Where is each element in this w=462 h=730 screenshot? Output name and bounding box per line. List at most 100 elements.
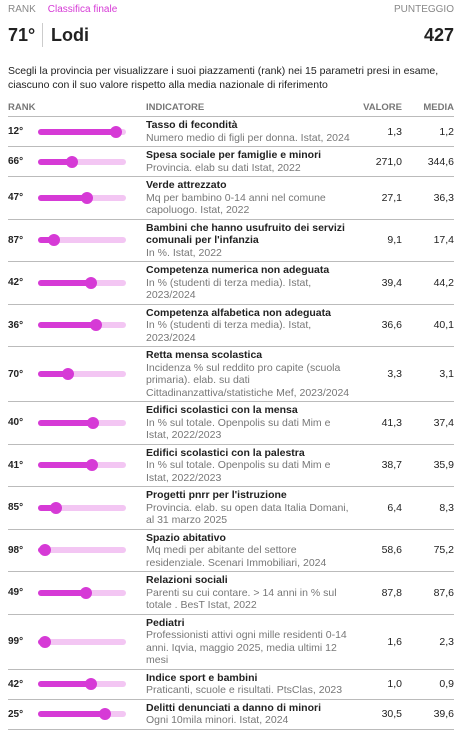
rank-track: [38, 155, 126, 168]
indicator-source: Numero medio di figli per donna. Istat, …: [146, 131, 350, 144]
value: 36,6: [381, 319, 402, 332]
rank-fill: [38, 371, 69, 377]
indicator-source: In % (studenti di terza media). Istat, 2…: [146, 276, 312, 302]
indicator: Bambini che hanno usufruito dei servizi …: [146, 222, 352, 260]
col-value: VALORE: [363, 102, 402, 113]
indicator-source: Provincia. elab su dati Istat, 2022: [146, 161, 301, 174]
rank: 98°: [8, 544, 24, 556]
rank: 42°: [8, 678, 24, 690]
rank-track: [38, 125, 126, 138]
rank-dot: [65, 155, 78, 168]
rank-dot: [79, 586, 92, 599]
value: 39,4: [381, 276, 402, 289]
average: 17,4: [433, 234, 454, 247]
rank: 49°: [8, 587, 24, 599]
average: 44,2: [433, 276, 454, 289]
table-row: 42° Competenza numerica non adeguata In % …: [8, 262, 454, 305]
indicator: Spazio abitativo Mq medi per abitante del…: [146, 532, 352, 570]
rank-dot: [85, 276, 98, 289]
rank-bar: [38, 447, 146, 485]
rank-bar: [38, 222, 146, 260]
rank-track: [38, 459, 126, 472]
rank-bar: [38, 574, 146, 612]
table-row: 42° Indice sport e bambini Praticanti, scu…: [8, 670, 454, 700]
rank-track: [38, 191, 126, 204]
indicator: Edifici scolastici con la palestra In % s…: [146, 447, 352, 485]
indicator: Progetti pnrr per l'istruzione Provincia.…: [146, 489, 352, 527]
indicator-source: Parenti su cui contare. > 14 anni in % s…: [146, 586, 337, 612]
indicator: Tasso di fecondità Numero medio di figli …: [146, 119, 352, 144]
indicator-title: Relazioni sociali: [146, 574, 228, 586]
rank-track: [38, 635, 126, 648]
rank-dot: [99, 708, 112, 720]
rank: 70°: [8, 368, 24, 380]
indicator-source: In % sul totale. Openpolis su dati Mim e…: [146, 459, 331, 484]
rank-fill: [38, 711, 106, 717]
col-rank: RANK: [8, 102, 36, 113]
rank: 36°: [8, 319, 24, 331]
value: 3,3: [387, 368, 402, 380]
table-row: 87° Bambini che hanno usufruito dei servi…: [8, 220, 454, 262]
table-row: 25° Delitti denunciati a danno di minori O…: [8, 700, 454, 730]
rank-dot: [50, 501, 63, 514]
indicator-title: Tasso di fecondità: [146, 119, 238, 131]
indicator-source: Mq medi per abitante del settore residen…: [146, 544, 327, 569]
indicator: Retta mensa scolastica Incidenza % sul re…: [146, 349, 352, 399]
indicator-source: Professionisti attivi ogni mille residen…: [146, 629, 347, 666]
province-name[interactable]: Lodi: [51, 24, 89, 45]
rank-track: [38, 319, 126, 332]
indicator-title: Spesa sociale per famiglie e minori: [146, 149, 322, 161]
rank-bar: [38, 149, 146, 174]
average: 1,2: [439, 125, 454, 138]
rank-bar: [38, 532, 146, 570]
average: 37,4: [433, 416, 454, 429]
rank-dot: [81, 191, 94, 204]
average: 87,6: [433, 586, 454, 599]
table-row: 49° Relazioni sociali Parenti su cui conta…: [8, 572, 454, 615]
rank-track: [38, 368, 126, 380]
indicator-source: In % (studenti di terza media). Istat, 2…: [146, 319, 312, 344]
value: 1,6: [387, 635, 402, 648]
rank-dot: [48, 234, 61, 247]
indicator-source: Provincia. elab. su open data Italia Dom…: [146, 501, 349, 527]
indicator-title: Bambini che hanno usufruito dei servizi …: [146, 221, 345, 247]
rank: 66°: [8, 156, 24, 167]
value: 58,6: [381, 544, 402, 557]
indicator-title: Competenza numerica non adeguata: [146, 264, 330, 276]
rank-dot: [38, 635, 51, 648]
table-header: RANK INDICATORE VALORE MEDIA: [8, 102, 454, 117]
rank: 42°: [8, 277, 24, 289]
rank-bar: [38, 617, 146, 667]
value: 271,0: [375, 155, 402, 168]
indicator-source: Praticanti, scuole e risultati. PtsClas,…: [146, 684, 343, 696]
value: 6,4: [387, 501, 402, 514]
rank-dot: [62, 368, 75, 380]
rank-fill: [38, 462, 93, 469]
indicator-title: Verde attrezzato: [146, 179, 227, 191]
rank-track: [38, 416, 126, 429]
table-row: 41° Edifici scolastici con la palestra In …: [8, 445, 454, 487]
rank-track: [38, 234, 126, 247]
indicator-title: Edifici scolastici con la palestra: [146, 446, 305, 459]
value: 9,1: [387, 234, 402, 247]
col-average: MEDIA: [423, 102, 454, 113]
rank: 85°: [8, 502, 24, 514]
separator: [42, 23, 43, 47]
indicator: Verde attrezzato Mq per bambino 0-14 anni…: [146, 179, 352, 217]
rank-fill: [38, 419, 94, 426]
rank-caption: RANK: [8, 4, 36, 15]
average: 36,3: [433, 191, 454, 204]
section-tab[interactable]: Classifica finale: [47, 4, 118, 15]
table-row: 70° Retta mensa scolastica Incidenza % sul…: [8, 347, 454, 402]
average: 40,1: [433, 319, 454, 332]
rank-fill: [38, 504, 57, 511]
indicator-source: In % sul totale. Openpolis su dati Mim e…: [146, 416, 331, 442]
value: 30,5: [381, 708, 402, 720]
average: 3,1: [439, 368, 454, 380]
value: 27,1: [381, 191, 402, 204]
indicator: Indice sport e bambini Praticanti, scuole…: [146, 672, 352, 697]
indicator: Pediatri Professionisti attivi ogni mille…: [146, 617, 352, 667]
rank-bar: [38, 404, 146, 442]
value: 87,8: [381, 586, 402, 599]
rank-fill: [38, 681, 92, 687]
